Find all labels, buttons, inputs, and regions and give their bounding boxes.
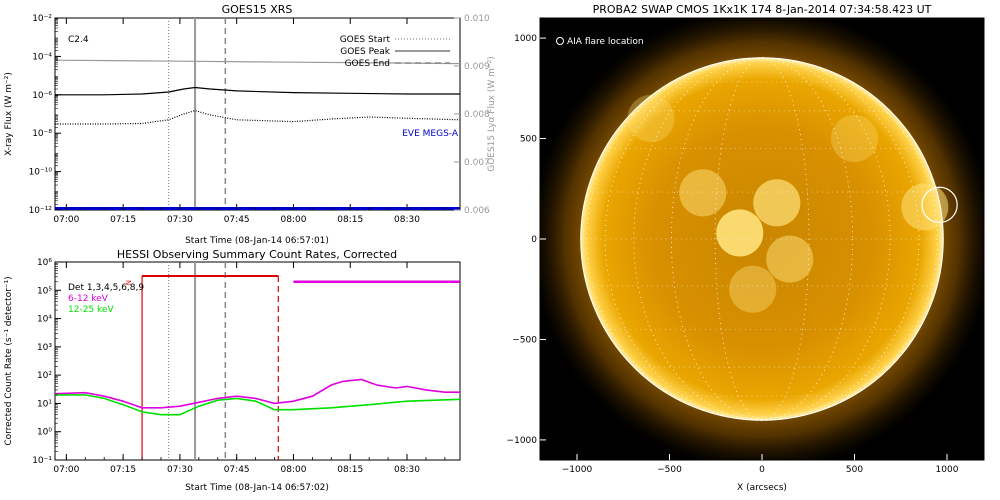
goes-legend: GOES Start GOES Peak GOES End [340, 35, 450, 69]
swap-title: PROBA2 SWAP CMOS 1Kx1K 174 8-Jan-2014 07… [593, 3, 932, 16]
xrs-xtick-label: 08:15 [337, 215, 363, 225]
goes-flare-class: C2.4 [68, 35, 89, 45]
swap-ytick-label: 1000 [514, 34, 537, 44]
legend-goes-start: GOES Start [340, 35, 391, 45]
solar-limb [580, 57, 944, 421]
xrs-xtick-label: 07:30 [167, 215, 193, 225]
hessi-series-line-1 [55, 394, 460, 416]
aia-flare-label: AIA flare location [567, 37, 644, 47]
swap-ytick-label: 0 [531, 235, 537, 245]
active-region [627, 94, 675, 143]
hessi-night-label: N [124, 280, 132, 285]
active-region [729, 265, 777, 313]
legend-goes-peak: GOES Peak [340, 47, 390, 57]
swap-xlabel: X (arcsecs) [737, 483, 787, 493]
hessi-ytick-label: 10⁵ [37, 286, 52, 296]
goes-xrs-xlabel: Start Time (08-Jan-14 06:57:01) [185, 236, 329, 246]
hessi-xtick-label: 07:15 [110, 465, 136, 475]
hessi-xlabel: Start Time (08-Jan-14 06:57:02) [185, 483, 329, 493]
goes-xrs-y2label: GOES15 Lyα Flux (W m⁻²) [487, 56, 497, 172]
longitude-grid-line [633, 57, 891, 421]
xrs-ytick-label: 10⁻⁴ [32, 52, 52, 62]
swap-panel: PROBA2 SWAP CMOS 1Kx1K 174 8-Jan-2014 07… [507, 3, 985, 493]
legend-6-12kev: 6-12 keV [68, 294, 109, 304]
swap-xtick-label: 1000 [936, 465, 959, 475]
swap-ytick-label: −500 [512, 335, 537, 345]
hessi-xtick-label: 08:00 [280, 465, 306, 475]
legend-12-25kev: 12-25 keV [68, 305, 114, 315]
xrs-xtick-label: 07:00 [53, 215, 79, 225]
xrs-y2tick-label: 0.007 [464, 158, 490, 168]
hessi-xtick-label: 07:45 [224, 465, 250, 475]
xrs-y2tick-label: 0.008 [464, 110, 490, 120]
legend-det: Det 1,3,4,5,6,8,9 [68, 283, 144, 293]
xrs-y2tick-label: 0.010 [464, 14, 490, 24]
hessi-ytick-label: 10⁰ [37, 428, 52, 438]
xrs-ytick-label: 10⁻² [32, 14, 52, 24]
xrs-ytick-label: 10⁻¹⁰ [29, 168, 53, 178]
xrs-ytick-label: 10⁻⁸ [32, 129, 52, 139]
xrs-series-line-2 [55, 59, 460, 65]
hessi-series-line-0 [55, 378, 460, 409]
xrs-xtick-label: 08:00 [280, 215, 306, 225]
xrs-y2tick-label: 0.006 [464, 206, 490, 216]
xrs-xtick-label: 07:15 [110, 215, 136, 225]
hessi-xtick-label: 08:30 [394, 465, 420, 475]
aia-flare-legend: AIA flare location [556, 37, 644, 47]
active-region [901, 183, 949, 231]
active-region [716, 209, 764, 257]
hessi-ytick-label: 10¹ [37, 399, 52, 409]
xrs-series-line-1 [55, 109, 460, 125]
hessi-panel: HESSI Observing Summary Count Rates, Cor… [4, 248, 461, 493]
hessi-plot-frame [54, 261, 461, 461]
hessi-ytick-label: 10³ [37, 343, 52, 353]
xrs-xtick-label: 07:45 [224, 215, 250, 225]
hessi-ytick-label: 10⁴ [37, 315, 52, 325]
hessi-ytick-label: 10⁻¹ [32, 456, 52, 466]
xrs-ytick-label: 10⁻¹² [29, 206, 53, 216]
hessi-ylabel: Corrected Count Rate (s⁻¹ detector⁻¹) [4, 276, 14, 445]
longitude-grid-line [670, 57, 854, 421]
xrs-xtick-label: 08:30 [394, 215, 420, 225]
goes-xrs-title: GOES15 XRS [222, 3, 293, 16]
hessi-xtick-label: 07:00 [53, 465, 79, 475]
eve-megs-label: EVE MEGS-A [402, 129, 459, 139]
hessi-xtick-label: 08:15 [337, 465, 363, 475]
swap-xtick-label: −1000 [562, 465, 593, 475]
swap-ytick-label: 500 [520, 135, 537, 145]
active-region [830, 114, 879, 163]
swap-xtick-label: 500 [846, 465, 863, 475]
hessi-ytick-label: 10² [37, 371, 52, 381]
swap-xtick-label: −500 [657, 465, 682, 475]
swap-xtick-label: 0 [759, 465, 765, 475]
goes-xrs-panel: GOES15 XRS 07:00 07:15 07:30 07:45 08:00 08:1… [4, 3, 497, 246]
hessi-legend: Det 1,3,4,5,6,8,9 6-12 keV 12-25 keV [68, 283, 144, 315]
swap-ytick-label: −1000 [507, 436, 538, 446]
active-region [679, 169, 727, 217]
goes-xrs-plot-frame [54, 17, 461, 211]
active-region [766, 235, 814, 283]
xrs-series-line-0 [55, 86, 460, 96]
active-region [753, 179, 801, 227]
aia-flare-circle [921, 186, 958, 224]
xrs-ytick-label: 10⁻⁶ [32, 91, 52, 101]
aia-legend-circle-icon [556, 37, 564, 45]
goes-xrs-ylabel: X-ray Flux (W m⁻²) [4, 72, 14, 156]
xrs-y2tick-label: 0.009 [464, 62, 490, 72]
hessi-xtick-label: 07:30 [167, 465, 193, 475]
legend-goes-end: GOES End [345, 59, 390, 69]
hessi-title: HESSI Observing Summary Count Rates, Cor… [117, 248, 397, 261]
hessi-ytick-label: 10⁶ [37, 258, 52, 268]
